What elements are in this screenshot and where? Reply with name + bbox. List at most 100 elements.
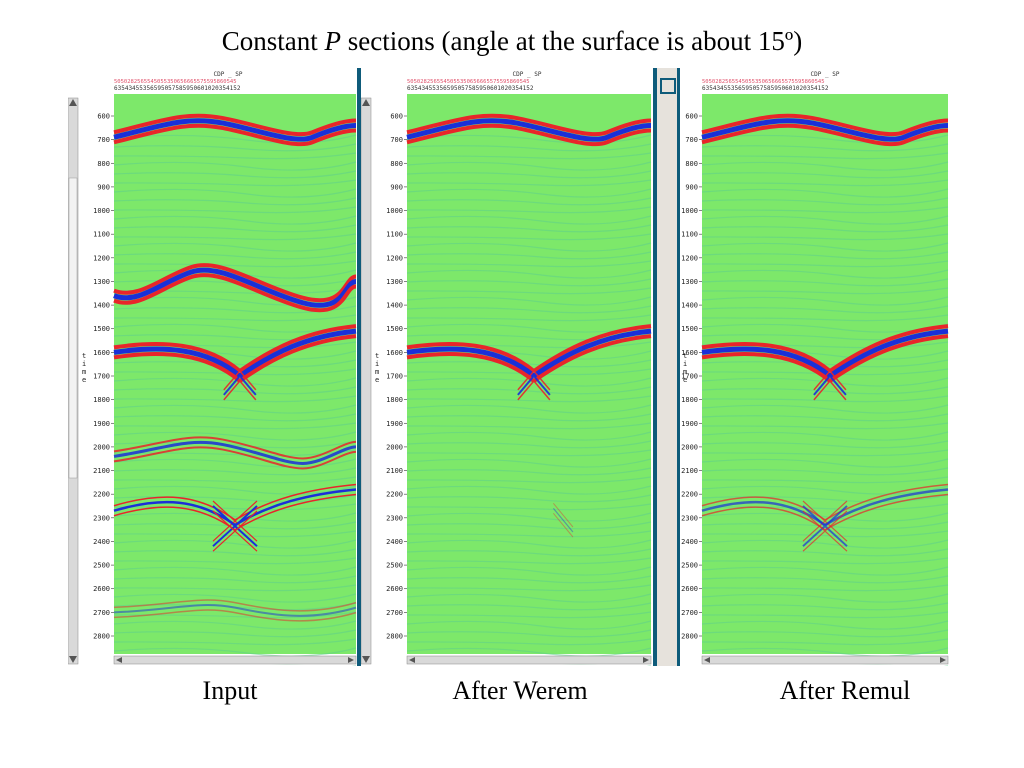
- caption-remul: After Remul: [779, 676, 911, 705]
- noise-texture-line: [406, 539, 652, 549]
- noise-texture-line: [113, 314, 357, 322]
- noise-texture-line: [701, 287, 949, 295]
- scroll-up-arrow-icon[interactable]: [362, 99, 370, 106]
- noise-texture-line: [113, 260, 357, 268]
- window-scrollbar[interactable]: [657, 68, 680, 666]
- reflection-band: [701, 113, 949, 137]
- panel-divider: [357, 68, 361, 666]
- noise-texture-line: [406, 278, 652, 287]
- noise-texture-line: [701, 458, 949, 468]
- scroll-left-arrow-icon[interactable]: [704, 657, 710, 663]
- noise-texture-line: [113, 629, 357, 638]
- noise-texture-line: [701, 179, 949, 187]
- noise-texture-line: [701, 647, 949, 657]
- noise-texture-line: [113, 170, 357, 179]
- noise-texture-line: [406, 548, 652, 557]
- horizontal-scrollbar[interactable]: [113, 655, 357, 665]
- scroll-up-arrow-icon[interactable]: [69, 99, 77, 106]
- noise-texture-line: [701, 161, 949, 171]
- time-tick-label: 1100: [681, 231, 698, 239]
- noise-texture-line: [113, 413, 357, 422]
- noise-texture-line: [701, 521, 949, 530]
- seismic-section-werem: CDP _ SP 5050282565545055350656665575595…: [361, 71, 652, 666]
- header-index-labels: 63543455356595057585950601020354152: [702, 85, 829, 92]
- noise-texture-line: [406, 485, 652, 495]
- reflection-band: [828, 324, 949, 373]
- noise-texture-line: [701, 242, 949, 252]
- reflection-band: [113, 604, 357, 617]
- noise-texture-line: [701, 197, 949, 206]
- vertical-scrollbar[interactable]: [361, 97, 372, 665]
- noise-texture-line: [406, 620, 652, 630]
- noise-texture-line: [406, 593, 652, 603]
- reflection-band: [701, 500, 826, 526]
- noise-texture-line: [701, 584, 949, 592]
- time-tick-label: 1800: [386, 396, 403, 404]
- noise-texture-line: [701, 593, 949, 603]
- noise-texture-line: [406, 260, 652, 268]
- seismic-section-remul: CDP _ SP 5050282565545055350656665575595…: [681, 71, 949, 666]
- scroll-right-arrow-icon[interactable]: [643, 657, 649, 663]
- reflection-band: [238, 324, 357, 373]
- reflection-band: [824, 493, 949, 531]
- time-tick-label: 1900: [93, 420, 110, 428]
- scroll-right-arrow-icon[interactable]: [348, 657, 354, 663]
- window-square-button-icon[interactable]: [660, 78, 676, 94]
- time-tick-label: 2800: [681, 633, 698, 641]
- noise-texture-line: [701, 152, 949, 160]
- noise-texture-line: [701, 188, 949, 198]
- time-tick-label: 2100: [93, 467, 110, 475]
- noise-texture-line: [113, 494, 357, 503]
- noise-texture-line: [113, 215, 357, 225]
- noise-texture-line: [406, 494, 652, 503]
- noise-texture-line: [701, 143, 949, 152]
- time-axis: 600 700 800 900 1000 1100 1200 1300 1400 1500 1600…: [681, 113, 702, 641]
- time-tick-label: 600: [390, 113, 403, 121]
- noise-texture-line: [113, 152, 357, 160]
- noise-texture-line: [406, 188, 652, 198]
- reflection-band: [113, 267, 357, 308]
- noise-texture-line: [113, 485, 357, 495]
- horizontal-scrollbar[interactable]: [701, 655, 949, 665]
- noise-texture-line: [406, 287, 652, 295]
- time-tick-label: 600: [685, 113, 698, 121]
- title-suffix: sections (angle at the surface is about …: [341, 26, 803, 56]
- scrollbar-thumb[interactable]: [68, 177, 78, 479]
- noise-texture-line: [113, 521, 357, 530]
- noise-texture-line: [113, 350, 357, 360]
- noise-texture-line: [701, 404, 949, 414]
- reflection-band: [532, 324, 652, 373]
- scroll-down-arrow-icon[interactable]: [362, 656, 370, 663]
- reflection-band: [828, 328, 949, 379]
- time-tick-label: 2700: [386, 609, 403, 617]
- scroll-left-arrow-icon[interactable]: [116, 657, 122, 663]
- noise-texture-line: [406, 647, 652, 657]
- noise-texture-line: [113, 557, 357, 565]
- noise-texture-line: [701, 494, 949, 503]
- scroll-down-arrow-icon[interactable]: [69, 656, 77, 663]
- reflection-band: [212, 500, 258, 542]
- noise-texture-line: [406, 305, 652, 314]
- reflection-band: [532, 334, 652, 383]
- noise-texture-line: [701, 557, 949, 565]
- noise-texture-line: [701, 485, 949, 495]
- time-tick-label: 2400: [386, 538, 403, 546]
- noise-texture-line: [113, 404, 357, 414]
- time-tick-label: 2300: [386, 514, 403, 522]
- time-tick-label: 900: [97, 183, 110, 191]
- noise-texture-line: [406, 602, 652, 611]
- noise-texture-line: [113, 575, 357, 584]
- noise-texture-line: [113, 467, 357, 476]
- scroll-left-arrow-icon[interactable]: [409, 657, 415, 663]
- horizontal-scrollbar[interactable]: [406, 655, 652, 665]
- scroll-right-arrow-icon[interactable]: [940, 657, 946, 663]
- time-tick-label: 2200: [93, 491, 110, 499]
- reflection-band: [113, 346, 242, 378]
- noise-texture-line: [701, 539, 949, 549]
- reflection-band: [113, 609, 357, 622]
- noise-texture-line: [701, 260, 949, 268]
- noise-texture-line: [113, 539, 357, 549]
- reflection-band: [406, 123, 652, 147]
- noise-texture-line: [406, 521, 652, 530]
- time-tick-label: 1200: [93, 254, 110, 262]
